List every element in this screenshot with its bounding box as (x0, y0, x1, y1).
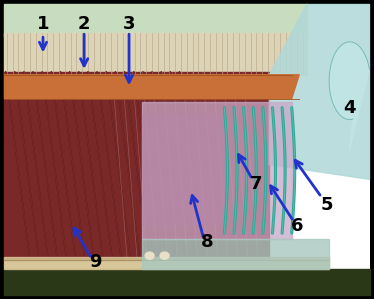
Polygon shape (4, 33, 307, 75)
Polygon shape (269, 4, 370, 179)
Text: 6: 6 (291, 217, 304, 235)
Polygon shape (4, 257, 329, 269)
Polygon shape (4, 269, 370, 295)
Polygon shape (4, 75, 299, 99)
Polygon shape (4, 4, 307, 36)
Text: 8: 8 (201, 233, 214, 251)
Polygon shape (4, 72, 269, 260)
Circle shape (160, 252, 169, 259)
Text: 1: 1 (37, 15, 49, 33)
Text: 7: 7 (250, 175, 263, 193)
FancyBboxPatch shape (4, 4, 370, 295)
Polygon shape (329, 42, 370, 150)
Polygon shape (142, 239, 329, 269)
Polygon shape (142, 102, 292, 239)
Polygon shape (142, 114, 224, 224)
Text: 4: 4 (343, 99, 356, 117)
Text: 5: 5 (321, 196, 334, 214)
Text: 2: 2 (78, 15, 91, 33)
Circle shape (145, 252, 154, 259)
Text: 9: 9 (89, 253, 102, 271)
Text: 3: 3 (123, 15, 135, 33)
